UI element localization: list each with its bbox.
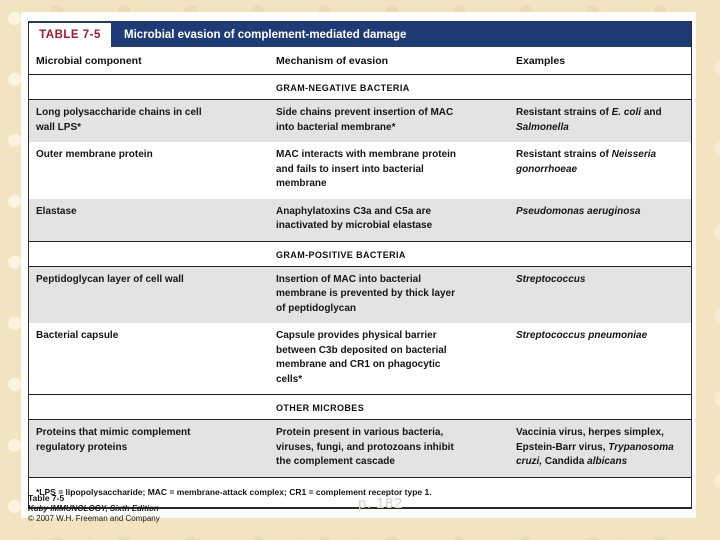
cell-component: Long polysaccharide chains in cell wall … [36,107,202,133]
cell-component: Peptidoglycan layer of cell wall [36,273,184,285]
cell-mechanism: Capsule provides physical barrier betwee… [276,330,447,385]
cell-examples: Pseudomonas aeruginosa [516,205,641,217]
cell-component: Outer membrane protein [36,149,153,160]
table-number-tag: TABLE 7-5 [29,23,111,47]
cell-examples: Streptococcus pneumoniae [516,330,648,341]
column-header-examples: Examples [516,55,566,67]
source-credit: Table 7-5 Kuby IMMUNOLOGY, Sixth Edition… [28,493,160,525]
cell-mechanism: Side chains prevent insertion of MAC int… [276,107,454,133]
column-header-component: Microbial component [36,55,142,67]
section-heading-gram-positive: GRAM-POSITIVE BACTERIA [29,242,691,267]
column-header-mechanism: Mechanism of evasion [276,55,389,67]
table-row: Peptidoglycan layer of cell wall Inserti… [29,266,691,323]
cell-component: Bacterial capsule [36,330,119,341]
table-row: Outer membrane protein MAC interacts wit… [29,142,691,199]
table-footnote: *LPS = lipopolysaccharide; MAC = membran… [36,486,432,497]
cell-examples: Resistant strains of E. coli and Salmone… [516,107,662,133]
cell-mechanism: Protein present in various bacteria, vir… [276,427,454,467]
table-row: Proteins that mimic complement regulator… [29,420,691,478]
cell-examples: Resistant strains of Neisseria gonorrhoe… [516,149,657,175]
cell-mechanism: MAC interacts with membrane protein and … [276,149,457,189]
credit-table-number: Table 7-5 [28,493,65,503]
table-7-5: TABLE 7-5 Microbial evasion of complemen… [28,21,692,509]
table-row: Bacterial capsule Capsule provides physi… [29,323,691,395]
cell-component: Proteins that mimic complement regulator… [36,427,191,453]
section-heading-other-microbes: OTHER MICROBES [29,395,691,420]
cell-component: Elastase [36,205,77,217]
table-header-bar: TABLE 7-5 Microbial evasion of complemen… [29,21,691,47]
textbook-page: TABLE 7-5 Microbial evasion of complemen… [21,12,696,523]
section-heading-gram-negative: GRAM-NEGATIVE BACTERIA [29,75,691,100]
table-row: Long polysaccharide chains in cell wall … [29,100,691,142]
cell-mechanism: Insertion of MAC into bacterial membrane… [276,273,455,314]
table-row: Elastase Anaphylatoxins C3a and C5a are … [29,198,691,242]
table-title: Microbial evasion of complement-mediated… [124,29,407,41]
page-number-watermark: p. 182 [358,495,403,512]
cell-examples: Streptococcus [516,273,586,285]
credit-copyright: © 2007 W.H. Freeman and Company [28,514,160,523]
cell-examples: Vaccinia virus, herpes simplex, Epstein-… [516,427,674,467]
cell-mechanism: Anaphylatoxins C3a and C5a are inactivat… [276,205,433,232]
column-header-row: Microbial component Mechanism of evasion… [29,47,691,75]
credit-book-title: Kuby IMMUNOLOGY, Sixth Edition [28,503,159,513]
